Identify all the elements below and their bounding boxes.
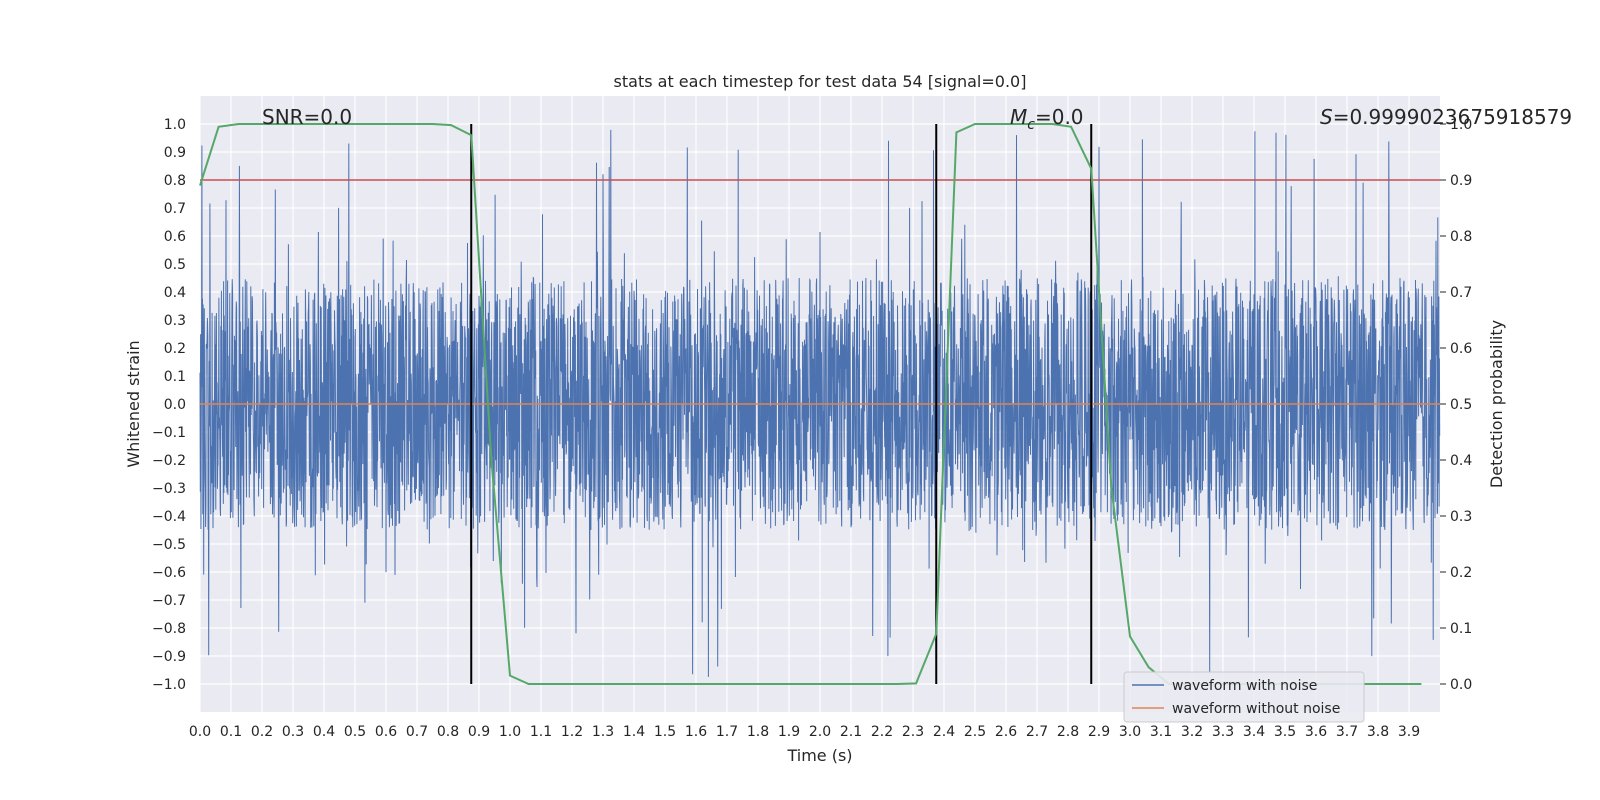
legend-label-clean: waveform without noise xyxy=(1172,701,1340,717)
x-tick-label: 3.7 xyxy=(1336,724,1358,740)
y-tick-label: −0.6 xyxy=(152,565,186,581)
legend-box xyxy=(1123,671,1365,723)
x-tick-label: 2.7 xyxy=(1026,724,1048,740)
legend-label-noise: waveform with noise xyxy=(1172,678,1317,694)
y2-tick-label: 1.0 xyxy=(1450,117,1472,133)
s-value: =0.9999023675918579 xyxy=(1333,105,1572,129)
y-tick-labels: 1.0 0.9 0.8 0.7 0.6 0.5 0.4 0.3 0.2 0.1 0.0 −0.1 −0.… xyxy=(152,117,186,693)
y-axis-label: Whitened strain xyxy=(124,340,143,467)
x-tick-label: 2.1 xyxy=(840,724,862,740)
waveform-with-noise-line xyxy=(199,129,1441,677)
x-tick-label: 3.8 xyxy=(1367,724,1389,740)
x-tick-label: 1.6 xyxy=(685,724,707,740)
x-tick-label: 0.8 xyxy=(437,724,459,740)
y2-tick-label: 0.8 xyxy=(1450,229,1472,245)
y-tick-label: 0.5 xyxy=(164,257,186,273)
y2-tick-labels: 1.0 0.9 0.8 0.7 0.6 0.5 0.4 0.3 0.2 0.1 0.0 xyxy=(1440,117,1472,693)
y2-tick-label: 0.7 xyxy=(1450,285,1472,301)
x-tick-label: 1.1 xyxy=(530,724,552,740)
noisy-waveform-series xyxy=(199,129,1441,677)
y2-tick-label: 0.1 xyxy=(1450,621,1472,637)
y-tick-label: 0.4 xyxy=(164,285,186,301)
chirp-mass-symbol: M xyxy=(1010,105,1027,129)
y-tick-label: −0.4 xyxy=(152,509,186,525)
y-tick-label: 0.8 xyxy=(164,173,186,189)
x-tick-label: 2.4 xyxy=(933,724,955,740)
x-tick-label: 0.7 xyxy=(406,724,428,740)
snr-annotation: SNR=0.0 xyxy=(262,105,352,129)
y-tick-label: 0.3 xyxy=(164,313,186,329)
x-tick-label: 2.6 xyxy=(995,724,1017,740)
detection-probability-line xyxy=(199,123,1422,685)
x-tick-label: 3.3 xyxy=(1212,724,1234,740)
x-tick-label: 3.1 xyxy=(1150,724,1172,740)
x-tick-label: 0.1 xyxy=(220,724,242,740)
x-tick-label: 3.6 xyxy=(1305,724,1327,740)
y-tick-label: −0.5 xyxy=(152,537,186,553)
x-tick-label: 0.0 xyxy=(189,724,211,740)
x-tick-label: 0.2 xyxy=(251,724,273,740)
y-tick-label: −0.1 xyxy=(152,425,186,441)
x-tick-label: 2.8 xyxy=(1057,724,1079,740)
y-tick-label: −0.3 xyxy=(152,481,186,497)
y-tick-label: −0.2 xyxy=(152,453,186,469)
y2-tick-label: 0.9 xyxy=(1450,173,1472,189)
y2-tick-label: 0.5 xyxy=(1450,397,1472,413)
s-symbol: S xyxy=(1320,105,1333,129)
x-tick-label: 1.9 xyxy=(778,724,800,740)
y-tick-label: −0.9 xyxy=(152,649,186,665)
y2-tick-label: 0.4 xyxy=(1450,453,1472,469)
legend: waveform with noise waveform without noi… xyxy=(1123,671,1365,723)
y-tick-label: 0.1 xyxy=(164,369,186,385)
x-tick-label: 2.2 xyxy=(871,724,893,740)
x-tick-labels: 0.0 0.1 0.2 0.3 0.4 0.5 0.6 0.7 0.8 0.9 1.0 1.1 1.2 1… xyxy=(189,724,1420,740)
y2-tick-label: 0.0 xyxy=(1450,677,1472,693)
x-tick-label: 1.5 xyxy=(654,724,676,740)
x-tick-label: 2.5 xyxy=(964,724,986,740)
y2-axis-label: Detection probability xyxy=(1487,320,1506,488)
x-tick-label: 1.7 xyxy=(716,724,738,740)
chirp-mass-subscript: c xyxy=(1027,117,1035,133)
y-tick-label: −0.7 xyxy=(152,593,186,609)
x-tick-label: 0.3 xyxy=(282,724,304,740)
y-tick-label: −1.0 xyxy=(152,677,186,693)
y-tick-label: −0.8 xyxy=(152,621,186,637)
x-tick-label: 0.6 xyxy=(375,724,397,740)
y-tick-label: 0.2 xyxy=(164,341,186,357)
chirp-mass-annotation: Mc=0.0 xyxy=(1010,105,1084,133)
y-tick-label: 1.0 xyxy=(164,117,186,133)
y-tick-label: 0.0 xyxy=(164,397,186,413)
x-tick-label: 1.8 xyxy=(747,724,769,740)
x-tick-label: 0.4 xyxy=(313,724,335,740)
x-tick-label: 3.2 xyxy=(1181,724,1203,740)
x-tick-label: 2.3 xyxy=(902,724,924,740)
x-tick-label: 2.9 xyxy=(1088,724,1110,740)
y2-tick-label: 0.3 xyxy=(1450,509,1472,525)
chirp-mass-value: =0.0 xyxy=(1035,105,1084,129)
x-tick-label: 3.9 xyxy=(1398,724,1420,740)
x-tick-label: 2.0 xyxy=(809,724,831,740)
y2-tick-label: 0.2 xyxy=(1450,565,1472,581)
y-tick-label: 0.7 xyxy=(164,201,186,217)
y-tick-label: 0.6 xyxy=(164,229,186,245)
x-axis-label: Time (s) xyxy=(786,746,852,765)
y-tick-label: 0.9 xyxy=(164,145,186,161)
segment-boundary-lines xyxy=(470,124,1093,684)
x-tick-label: 1.0 xyxy=(499,724,521,740)
x-tick-label: 1.4 xyxy=(623,724,645,740)
chart-title: stats at each timestep for test data 54 … xyxy=(614,72,1027,91)
s-annotation: S=0.9999023675918579 xyxy=(1320,105,1572,129)
x-tick-label: 0.5 xyxy=(344,724,366,740)
x-tick-label: 1.3 xyxy=(592,724,614,740)
x-tick-label: 3.4 xyxy=(1243,724,1265,740)
x-tick-label: 0.9 xyxy=(468,724,490,740)
y2-tick-label: 0.6 xyxy=(1450,341,1472,357)
x-tick-label: 3.5 xyxy=(1274,724,1296,740)
x-tick-label: 3.0 xyxy=(1119,724,1141,740)
x-tick-label: 1.2 xyxy=(561,724,583,740)
